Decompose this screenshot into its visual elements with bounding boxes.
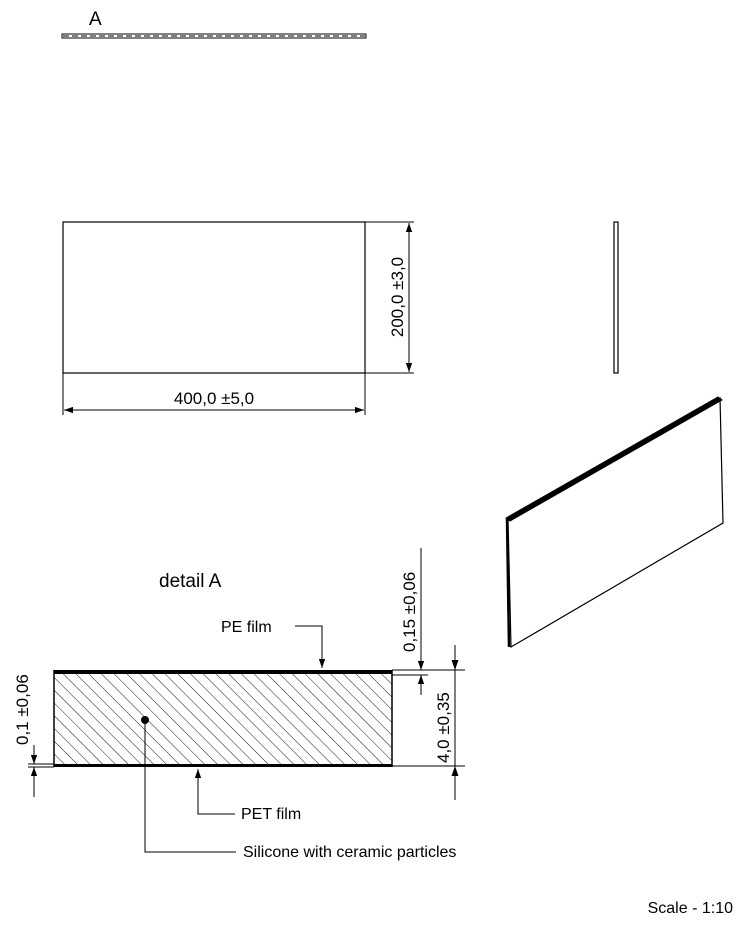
section-view-a: A [61,9,367,39]
core-label: Silicone with ceramic particles [243,844,456,861]
section-label: A [89,9,102,30]
width-dimension-text: 400,0 ±5,0 [174,389,254,408]
pe-film-leader [295,625,326,668]
core-leader [144,720,236,853]
detail-a: detail A PE film PET film Silicone with … [13,548,465,861]
height-dimension-text: 200,0 ±3,0 [388,257,407,337]
pet-film-layer [54,764,392,767]
side-view-outline [613,221,619,374]
front-view: 400,0 ±5,0 200,0 ±3,0 [62,221,414,415]
iso-face [507,396,724,649]
thickness-arrow-top [451,660,459,670]
section-edge-band [61,33,367,39]
detail-title: detail A [159,571,222,592]
thickness-arrow-bottom [451,766,459,776]
pet-film-leader [194,769,235,815]
scale-label: Scale - 1:10 [648,900,733,917]
pet-film-label: PET film [241,806,301,823]
iso-left-edge [505,518,511,648]
top-film-dimension-text: 0,15 ±0,06 [400,572,419,652]
front-view-outline [62,221,366,374]
isometric-view [505,396,724,649]
core-hatch [54,672,392,766]
bottom-film-dimension-text: 0,1 ±0,06 [13,674,32,745]
iso-top-edge [505,396,723,522]
pe-film-label: PE film [221,619,272,636]
thickness-dimension-text: 4,0 ±0,35 [434,692,453,763]
pe-film-layer [54,670,392,674]
